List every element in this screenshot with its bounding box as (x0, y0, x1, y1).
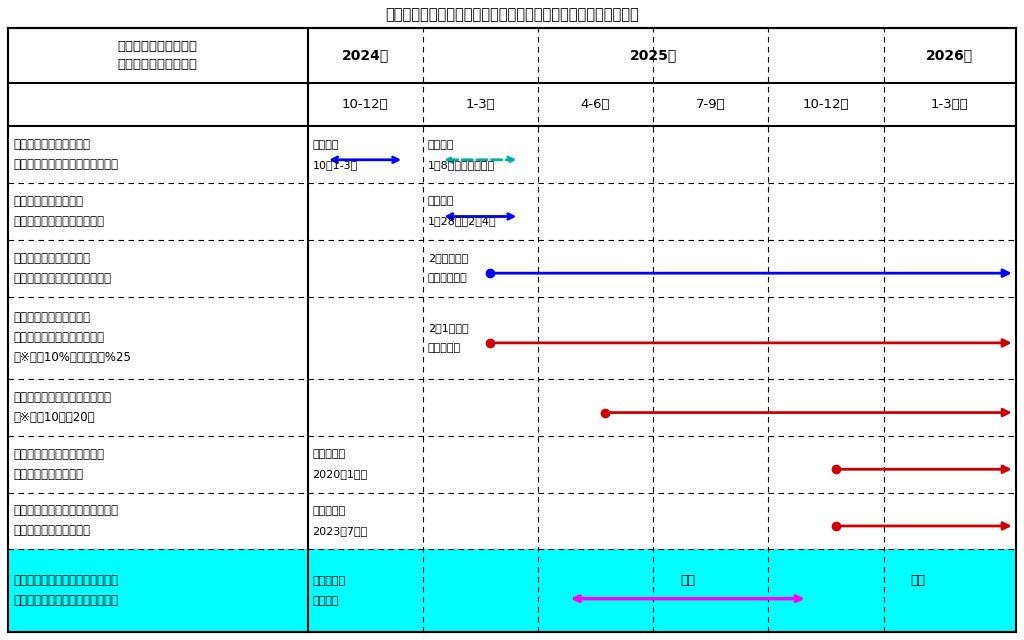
Text: 1-3月: 1-3月 (466, 99, 496, 111)
Text: 先端品以外への対象拡大: 先端品以外への対象拡大 (13, 524, 90, 538)
Text: サービス改編・船舘入れ替え: サービス改編・船舘入れ替え (13, 272, 111, 285)
Text: 1月28日～2月4日: 1月28日～2月4日 (428, 216, 497, 227)
Text: 休暇期間前の駆け込み輸送: 休暇期間前の駆け込み輸送 (13, 215, 104, 228)
Text: 2026年: 2026年 (926, 49, 974, 63)
Text: 米東岸・メキシコ港湾ストライキ: 米東岸・メキシコ港湾ストライキ (13, 158, 118, 172)
Text: 時期は？: 時期は？ (312, 596, 339, 605)
Text: 2020年1月～: 2020年1月～ (312, 469, 368, 479)
Text: ※対中10%　対加・墨%25: ※対中10% 対加・墨%25 (13, 351, 131, 364)
Text: 日米貿易協定再交渉・見直し: 日米貿易協定再交渉・見直し (13, 448, 104, 461)
Text: 図表５　前倒し・駆け込み輸送／航空シフトの発生要因と見通し: 図表５ 前倒し・駆け込み輸送／航空シフトの発生要因と見通し (385, 8, 639, 22)
Text: 過剰在庫／在庫調整局面への転換: 過剰在庫／在庫調整局面への転換 (13, 594, 118, 607)
Text: 4-6月: 4-6月 (581, 99, 610, 111)
Text: スト実施: スト実施 (312, 140, 339, 150)
Text: 7-9月: 7-9月 (696, 99, 726, 111)
Text: 新体制に移行: 新体制に移行 (428, 273, 468, 283)
Text: 対中半導体輸出規制の強化・拡大: 対中半導体輸出規制の強化・拡大 (13, 504, 118, 518)
Text: 署名・発動: 署名・発動 (428, 343, 461, 353)
Text: 対上記以外の国（日本含む）: 対上記以外の国（日本含む） (13, 391, 111, 404)
Text: 前倒し・駆け込み輸送
航空シフトの発生要因: 前倒し・駆け込み輸送 航空シフトの発生要因 (118, 40, 198, 71)
Text: 現協定発効: 現協定発効 (312, 449, 346, 460)
Text: 現規制導入: 現規制導入 (312, 506, 346, 516)
Text: 月またぎ: 月またぎ (428, 196, 455, 207)
Text: 中間: 中間 (910, 574, 926, 587)
Bar (8, 549, 1016, 632)
Text: 対日自動車関税の導入: 対日自動車関税の導入 (13, 468, 83, 481)
Text: 収束・転換: 収束・転換 (312, 575, 346, 586)
Text: 海運アライアンスの再編: 海運アライアンスの再編 (13, 252, 90, 265)
Text: 2023年7月～: 2023年7月～ (312, 526, 368, 536)
Text: 悲観: 悲観 (680, 574, 695, 587)
Text: 10-12月: 10-12月 (342, 99, 388, 111)
Text: 2025年: 2025年 (630, 49, 677, 63)
Text: スト回避: スト回避 (428, 140, 455, 150)
Text: 2月に再編・: 2月に再編・ (428, 253, 468, 263)
Text: 中国旧正月・春節休暇: 中国旧正月・春節休暇 (13, 195, 83, 208)
Text: 1月8日労使暂定合意: 1月8日労使暂定合意 (428, 160, 495, 170)
Text: 対中国・カナダ・メキシコ: 対中国・カナダ・メキシコ (13, 332, 104, 344)
Text: 前倒し輸送・駆け込み需要の収束: 前倒し輸送・駆け込み需要の収束 (13, 574, 118, 587)
Text: 10月1-3日: 10月1-3日 (312, 160, 357, 170)
Text: 1-3月～: 1-3月～ (931, 99, 969, 111)
Text: 2024年: 2024年 (341, 49, 389, 63)
Text: 10-12月: 10-12月 (803, 99, 849, 111)
Text: 米東岸港湾労使交渉難航: 米東岸港湾労使交渉難航 (13, 138, 90, 151)
Text: 米トランプ政権関税政策: 米トランプ政権関税政策 (13, 312, 90, 324)
Text: ※一律10％～20％: ※一律10％～20％ (13, 411, 94, 424)
Text: 2月1日にも: 2月1日にも (428, 323, 468, 333)
